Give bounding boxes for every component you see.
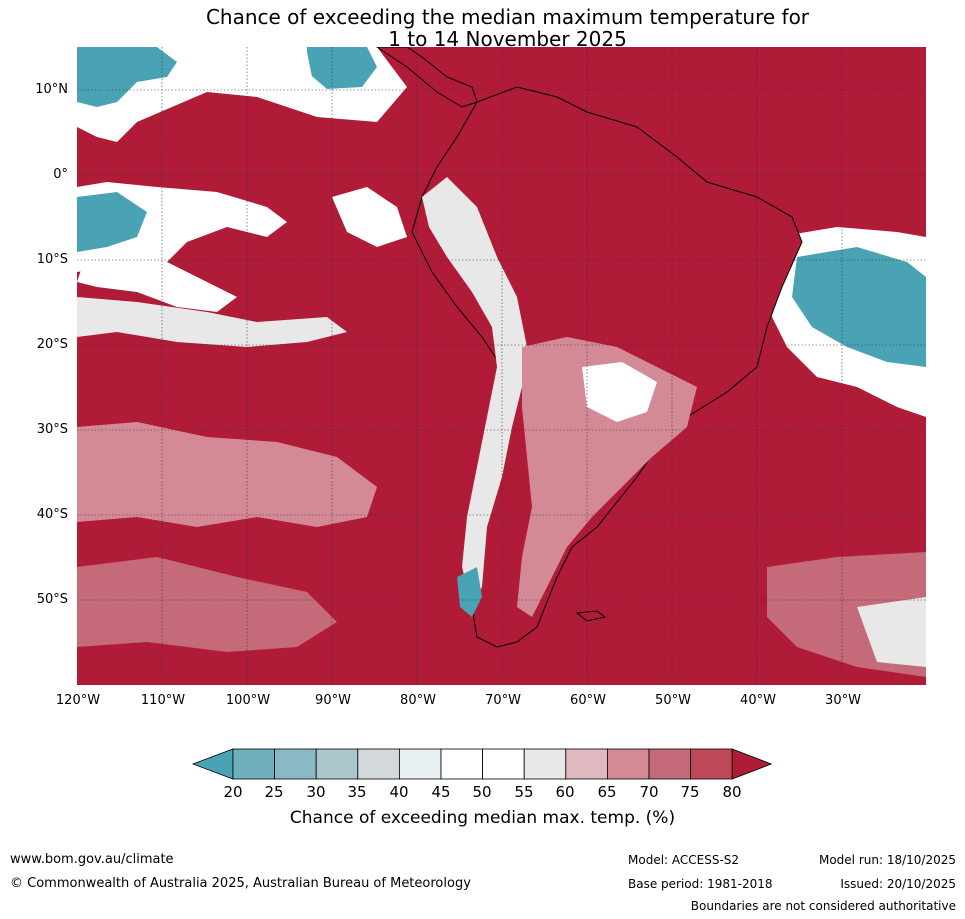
colorbar-cell <box>606 748 650 780</box>
atlantic-east-cool-zone <box>792 247 926 367</box>
southern-cone-pink-zone <box>517 337 697 617</box>
lon-label-80w: 80°W <box>400 693 436 708</box>
patagonia-cool-patch <box>457 567 482 617</box>
central-america-landmass <box>376 47 478 108</box>
colorbar-cell <box>274 748 317 780</box>
lon-label-40w: 40°W <box>740 693 776 708</box>
pacific-northwest-cool-zone <box>77 47 177 107</box>
lat-label-30s: 30°S <box>36 422 68 437</box>
colorbar-cell <box>523 748 567 780</box>
graticule <box>77 47 926 685</box>
colorbar-cell <box>565 748 608 780</box>
footer-copyright: © Commonwealth of Australia 2025, Austra… <box>10 876 471 891</box>
colorbar-tick-65: 65 <box>597 783 617 801</box>
colorbar-tick-70: 70 <box>639 783 659 801</box>
pacific-east-neutral <box>332 187 407 247</box>
falkland-islands <box>575 610 607 622</box>
lat-label-40s: 40°S <box>36 507 68 522</box>
colorbar-tick-20: 20 <box>223 783 243 801</box>
colorbar-tick-75: 75 <box>680 783 700 801</box>
footer-website: www.bom.gov.au/climate <box>10 852 174 867</box>
footer-base-period: Base period: 1981-2018 <box>628 877 773 891</box>
colorbar-title: Chance of exceeding median max. temp. (%… <box>289 808 676 828</box>
pacific-west-cool-band <box>77 192 147 252</box>
map-title-line2: 1 to 14 November 2025 <box>388 27 627 51</box>
colorbar-tick-30: 30 <box>306 783 326 801</box>
colorbar-cell <box>357 748 400 780</box>
colorbar-tick-80: 80 <box>722 783 742 801</box>
pacific-southwest-neutral <box>77 297 347 347</box>
colorbar-tick-50: 50 <box>472 783 492 801</box>
lon-label-60w: 60°W <box>570 693 606 708</box>
pacific-west-cool-band-2 <box>77 252 237 312</box>
colorbar-cell <box>315 748 359 780</box>
lon-label-100w: 100°W <box>225 693 271 708</box>
colorbar-tick-45: 45 <box>431 783 451 801</box>
lat-label-0: 0° <box>53 167 68 182</box>
colorbar-tick-25: 25 <box>264 783 284 801</box>
pacific-north-cool-patch <box>307 47 377 89</box>
south-pacific-pink-band <box>77 422 377 527</box>
lon-label-90w: 90°W <box>315 693 351 708</box>
lon-label-50w: 50°W <box>655 693 691 708</box>
footer-disclaimer: Boundaries are not considered authoritat… <box>690 899 956 913</box>
probability-map <box>77 47 926 685</box>
colorbar-tick-55: 55 <box>514 783 534 801</box>
footer-model: Model: ACCESS-S2 <box>628 853 740 867</box>
colorbar-tick-60: 60 <box>555 783 575 801</box>
lat-label-10s: 10°S <box>36 252 68 267</box>
lat-label-10n: 10°N <box>35 82 68 97</box>
south-atlantic-neutral-patch <box>857 597 926 667</box>
pacific-north-neutral-patch <box>272 52 312 87</box>
colorbar-cell <box>648 748 691 780</box>
colorbar-tick-35: 35 <box>347 783 367 801</box>
lat-label-20s: 20°S <box>36 337 68 352</box>
colorbar-cells <box>192 748 773 780</box>
lon-label-70w: 70°W <box>485 693 521 708</box>
southern-cone-neutral-patch <box>582 362 657 422</box>
footer-model-run: Model run: 18/10/2025 <box>818 853 956 867</box>
footer-issued: Issued: 20/10/2025 <box>840 877 956 891</box>
south-pacific-pink-band-2 <box>77 557 337 652</box>
lon-label-30w: 30°W <box>825 693 861 708</box>
colorbar-cell <box>440 748 483 780</box>
lon-label-120w: 120°W <box>55 693 101 708</box>
colorbar-tick-40: 40 <box>389 783 409 801</box>
colorbar-cell <box>690 748 733 780</box>
colorbar-cell <box>482 748 525 780</box>
colorbar-cell <box>398 748 442 780</box>
colorbar <box>192 748 773 780</box>
lat-label-50s: 50°S <box>36 592 68 607</box>
map-title-line1: Chance of exceeding the median maximum t… <box>205 5 810 29</box>
andes-neutral-strip <box>422 177 527 607</box>
colorbar-arrow-high <box>731 748 773 780</box>
colorbar-cell <box>232 748 275 780</box>
lon-label-110w: 110°W <box>140 693 186 708</box>
colorbar-arrow-low <box>192 748 234 780</box>
